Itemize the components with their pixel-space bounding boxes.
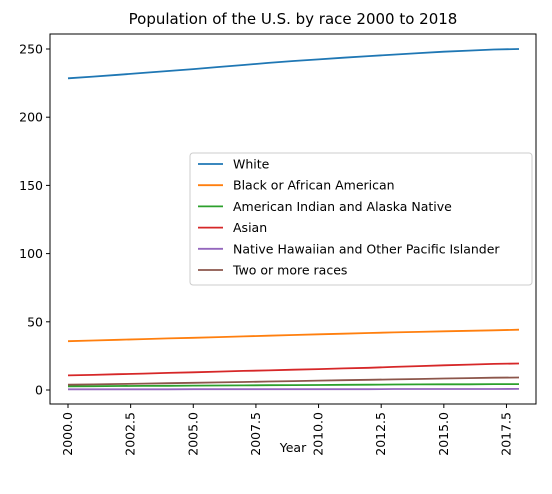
y-tick-label: 200 xyxy=(19,110,43,125)
legend-box xyxy=(189,152,533,286)
series-line-3 xyxy=(67,362,520,377)
x-axis-title: Year xyxy=(279,440,307,455)
x-tick-label: 2010.0 xyxy=(311,412,326,456)
chart-title: Population of the U.S. by race 2000 to 2… xyxy=(129,10,458,28)
legend-label-5: Two or more races xyxy=(232,263,347,278)
legend-label-4: Native Hawaiian and Other Pacific Island… xyxy=(233,241,500,256)
series-lines xyxy=(67,48,520,391)
y-tick-label: 50 xyxy=(27,314,43,329)
y-tick-label: 0 xyxy=(35,383,43,398)
axes: 2000.0 2002.5 2005.0 2007.5 2010.0 2012.5 2015… xyxy=(19,42,513,456)
series-line-0 xyxy=(67,48,520,80)
legend-label-2: American Indian and Alaska Native xyxy=(233,199,452,214)
series-line-1 xyxy=(67,328,520,343)
series-line-2 xyxy=(67,383,519,388)
legend: White Black or African American American I… xyxy=(189,152,533,286)
y-tick-label: 150 xyxy=(19,178,43,193)
x-tick-label: 2007.5 xyxy=(248,412,263,456)
x-tick-label: 2000.0 xyxy=(60,412,75,456)
y-tick-label: 250 xyxy=(19,42,43,57)
x-tick-label: 2005.0 xyxy=(185,412,200,456)
x-tick-label: 2012.5 xyxy=(373,412,388,456)
legend-label-0: White xyxy=(233,157,270,172)
x-tick-label: 2017.5 xyxy=(498,412,513,456)
series-line-5 xyxy=(67,376,520,386)
x-tick-label: 2015.0 xyxy=(436,412,451,456)
x-tick-label: 2002.5 xyxy=(123,412,138,456)
legend-label-1: Black or African American xyxy=(233,178,395,193)
y-tick-label: 100 xyxy=(19,246,43,261)
legend-label-3: Asian xyxy=(233,220,267,235)
